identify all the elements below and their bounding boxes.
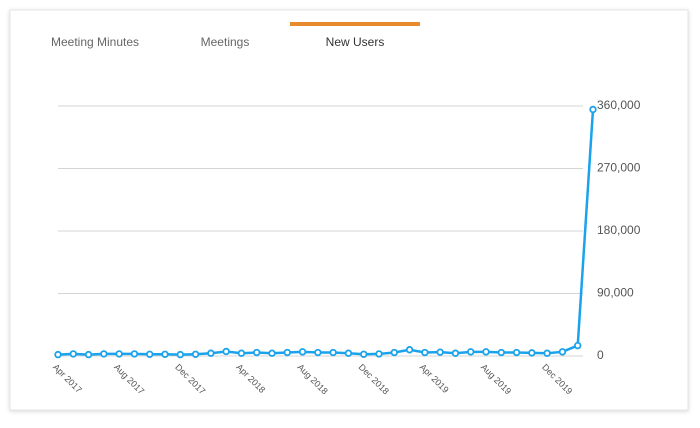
point [360, 350, 368, 358]
point [84, 350, 93, 359]
point [421, 348, 429, 357]
y-tick-label: 360,000 [597, 98, 641, 112]
point [589, 105, 597, 114]
point [390, 348, 398, 357]
point [283, 348, 291, 357]
point [467, 348, 475, 356]
point [574, 341, 582, 350]
y-tick-label: 0 [597, 348, 604, 362]
point [451, 349, 460, 357]
point [222, 347, 230, 356]
point [161, 350, 169, 358]
point [344, 349, 353, 357]
point [237, 349, 246, 357]
point [176, 350, 184, 359]
tab[interactable]: Meeting Minutes [51, 35, 139, 49]
point [130, 350, 139, 358]
point [69, 350, 77, 358]
tab[interactable]: New Users [326, 35, 385, 49]
active-tab-indicator [290, 22, 420, 26]
point [115, 350, 123, 358]
point [543, 349, 551, 357]
point [298, 348, 307, 356]
point [191, 350, 200, 358]
point [497, 348, 505, 357]
y-tick-label: 180,000 [597, 223, 641, 237]
point [146, 350, 154, 358]
point [54, 350, 62, 359]
point [512, 348, 521, 357]
point [268, 349, 276, 357]
point [253, 348, 261, 357]
tab[interactable]: Meetings [201, 35, 250, 49]
point [436, 348, 444, 356]
point [558, 348, 567, 356]
point [405, 346, 414, 354]
y-tick-label: 270,000 [597, 161, 641, 175]
point [314, 348, 322, 357]
point [482, 348, 490, 356]
point [528, 349, 536, 357]
point [375, 350, 383, 358]
y-tick-label: 90,000 [597, 286, 634, 300]
point [100, 350, 108, 358]
point [207, 349, 215, 357]
point [329, 348, 337, 357]
